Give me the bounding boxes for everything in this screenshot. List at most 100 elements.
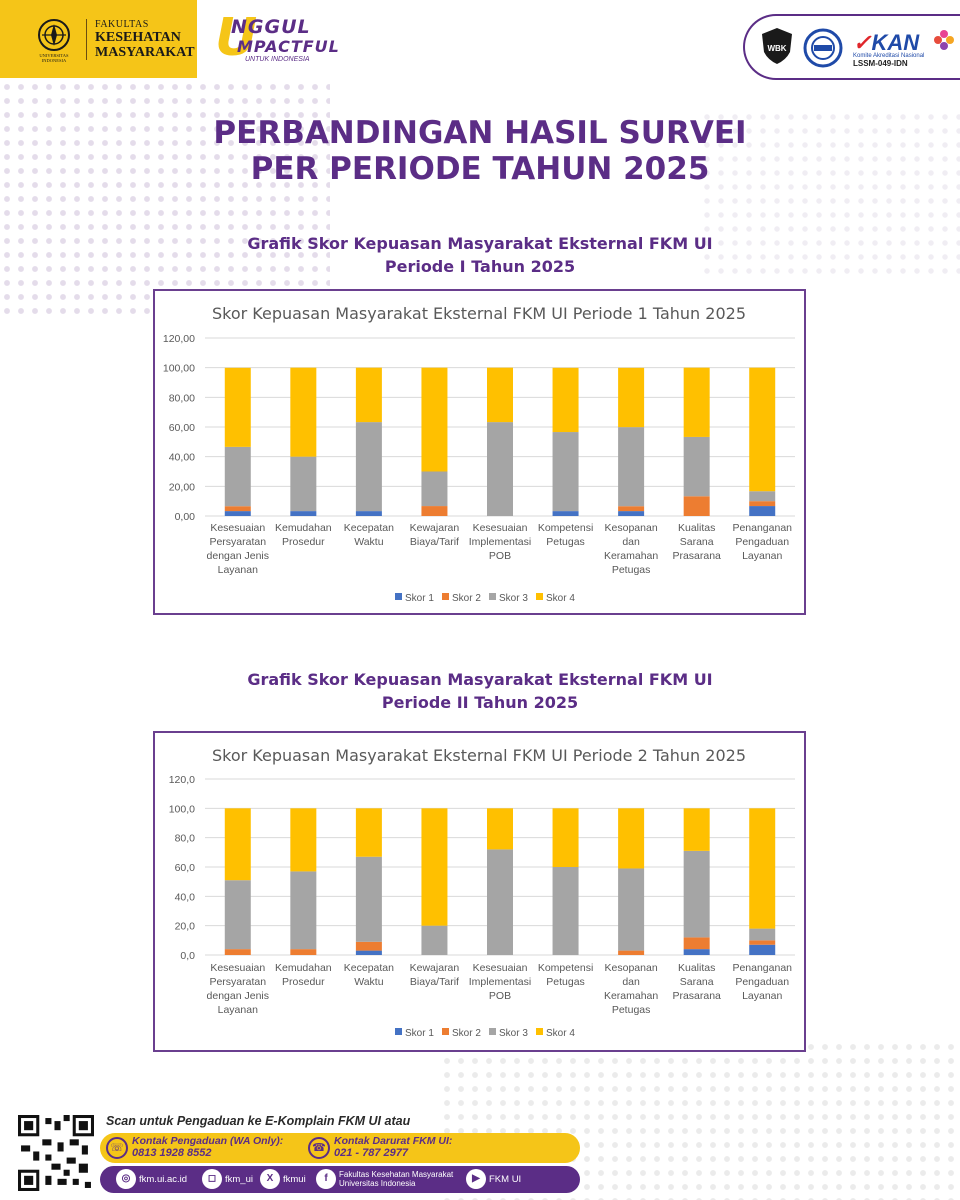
- social-facebook[interactable]: f Fakultas Kesehatan Masyarakat Universi…: [316, 1169, 453, 1189]
- x-category-label: Pengaduan: [735, 536, 789, 548]
- legend-swatch: [536, 593, 543, 600]
- unggul-impactful-logo: U NGGUL MPACTFUL UNTUK INDONESIA: [215, 8, 339, 70]
- bar-segment-skor-3: [421, 925, 448, 955]
- social-x[interactable]: X fkmui: [260, 1169, 306, 1189]
- x-category-label: Kecepatan: [344, 522, 394, 534]
- contact-emergency[interactable]: ☎ Kontak Darurat FKM UI: 021 - 787 2977: [308, 1136, 452, 1159]
- x-category-label: Kecepatan: [344, 962, 394, 974]
- certification-seal-icon: [803, 28, 843, 68]
- bar-segment-skor-3: [421, 471, 448, 507]
- bar-segment-skor-3: [683, 850, 710, 938]
- contact-complaint[interactable]: ☏ Kontak Pengaduan (WA Only): 0813 1928 …: [106, 1136, 283, 1159]
- section1-title-line1: Grafik Skor Kepuasan Masyarakat Eksterna…: [247, 234, 713, 253]
- x-category-label: Prosedur: [282, 976, 325, 988]
- x-category-label: Kewajaran: [410, 522, 460, 534]
- facebook-label-line1: Fakultas Kesehatan Masyarakat: [339, 1170, 454, 1179]
- legend-label: Skor 1: [405, 1028, 434, 1039]
- section2-title: Grafik Skor Kepuasan Masyarakat Eksterna…: [0, 668, 960, 714]
- x-category-label: dengan Jenis: [207, 990, 269, 1002]
- chart-periode-1-svg: Skor Kepuasan Masyarakat Eksternal FKM U…: [163, 304, 795, 604]
- bar-segment-skor-4: [421, 808, 448, 926]
- social-instagram[interactable]: ◻ fkm_ui: [202, 1169, 253, 1189]
- decorative-dots-top-left: [0, 80, 330, 320]
- x-category-label: Waktu: [354, 536, 384, 548]
- x-category-label: Kualitas: [678, 962, 715, 974]
- x-category-label: Petugas: [612, 564, 651, 576]
- bar-segment-skor-4: [224, 367, 251, 447]
- bar-segment-skor-2: [290, 949, 317, 955]
- x-category-label: Layanan: [742, 550, 782, 562]
- kan-label: KAN: [871, 30, 920, 55]
- x-category-label: Kualitas: [678, 522, 715, 534]
- x-category-label: Prosedur: [282, 536, 325, 548]
- bar-segment-skor-4: [487, 808, 513, 850]
- legend-label: Skor 1: [405, 593, 434, 604]
- bar-segment-skor-4: [487, 367, 513, 423]
- x-category-label: dan: [622, 976, 640, 988]
- legend-label: Skor 2: [452, 1028, 481, 1039]
- bar-segment-skor-2: [224, 949, 251, 955]
- phone-icon: ☎: [308, 1136, 330, 1159]
- faculty-name: FAKULTAS KESEHATAN MASYARAKAT: [86, 18, 195, 60]
- certification-badges: WBK ✓KAN Komite Akreditasi Nasional LSSM…: [743, 14, 960, 80]
- x-category-label: Kesopanan: [605, 962, 658, 974]
- section1-title-line2: Periode I Tahun 2025: [384, 257, 576, 276]
- y-tick-label: 20,00: [169, 481, 195, 493]
- tagline-impactful: MPACTFUL: [237, 37, 340, 56]
- qr-code-icon[interactable]: [18, 1115, 94, 1191]
- website-label: fkm.ui.ac.id: [139, 1173, 188, 1185]
- x-category-label: Layanan: [218, 564, 258, 576]
- flower-logo-icon: [934, 30, 954, 50]
- tagline-unggul: NGGUL: [231, 16, 311, 38]
- contact-bar: ☏ Kontak Pengaduan (WA Only): 0813 1928 …: [100, 1133, 580, 1163]
- x-category-label: POB: [489, 990, 511, 1002]
- tagline-big-u: U: [215, 8, 258, 68]
- x-category-label: Biaya/Tarif: [410, 536, 459, 548]
- legend-label: Skor 4: [546, 1028, 575, 1039]
- social-youtube[interactable]: ▶ FKM UI: [466, 1169, 521, 1189]
- x-category-label: Persyaratan: [209, 976, 266, 988]
- legend-swatch: [442, 1028, 449, 1035]
- x-category-label: dan: [622, 536, 640, 548]
- section1-title: Grafik Skor Kepuasan Masyarakat Eksterna…: [0, 232, 960, 278]
- bar-segment-skor-3: [749, 491, 776, 502]
- faculty-line2: MASYARAKAT: [95, 44, 195, 60]
- social-website[interactable]: ◎ fkm.ui.ac.id: [116, 1169, 187, 1189]
- legend-swatch: [536, 1028, 543, 1035]
- bar-segment-skor-3: [290, 871, 317, 950]
- facebook-icon: f: [316, 1169, 336, 1189]
- bar-segment-skor-4: [552, 808, 579, 867]
- x-category-label: Prasarana: [672, 550, 721, 562]
- y-tick-label: 40,0: [175, 891, 196, 903]
- bar-segment-skor-4: [290, 808, 317, 872]
- bar-segment-skor-4: [683, 808, 710, 851]
- x-category-label: Pengaduan: [735, 976, 789, 988]
- x-category-label: Petugas: [612, 1004, 651, 1016]
- x-category-label: Kompetensi: [538, 522, 593, 534]
- page-title-line1: PERBANDINGAN HASIL SURVEI: [213, 115, 747, 151]
- x-category-label: Persyaratan: [209, 536, 266, 548]
- kan-id: LSSM-049-IDN: [853, 59, 908, 68]
- bar-segment-skor-4: [421, 367, 448, 472]
- legend-label: Skor 2: [452, 593, 481, 604]
- legend-label: Skor 3: [499, 1028, 528, 1039]
- y-tick-label: 40,00: [169, 452, 195, 464]
- whatsapp-icon: ☏: [106, 1136, 128, 1159]
- bar-segment-skor-4: [618, 808, 645, 869]
- youtube-label: FKM UI: [489, 1173, 522, 1185]
- youtube-play-icon: ▶: [466, 1169, 486, 1189]
- x-category-label: Implementasi: [469, 536, 531, 548]
- kan-accreditation: ✓KAN Komite Akreditasi Nasional LSSM-049…: [853, 30, 924, 68]
- contact-emergency-label: Kontak Darurat FKM UI:: [334, 1135, 453, 1147]
- x-category-label: dengan Jenis: [207, 550, 269, 562]
- chart-title: Skor Kepuasan Masyarakat Eksternal FKM U…: [212, 746, 746, 765]
- y-tick-label: 0,0: [180, 950, 195, 962]
- x-category-label: Kesesuaian: [473, 522, 528, 534]
- bar-segment-skor-3: [224, 446, 251, 507]
- bar-segment-skor-2: [355, 941, 382, 951]
- contact-complaint-number: 0813 1928 8552: [132, 1147, 212, 1159]
- bar-segment-skor-2: [224, 506, 251, 512]
- page-title-line2: PER PERIODE TAHUN 2025: [250, 151, 710, 187]
- y-tick-label: 60,0: [175, 862, 196, 874]
- y-tick-label: 100,00: [163, 363, 195, 375]
